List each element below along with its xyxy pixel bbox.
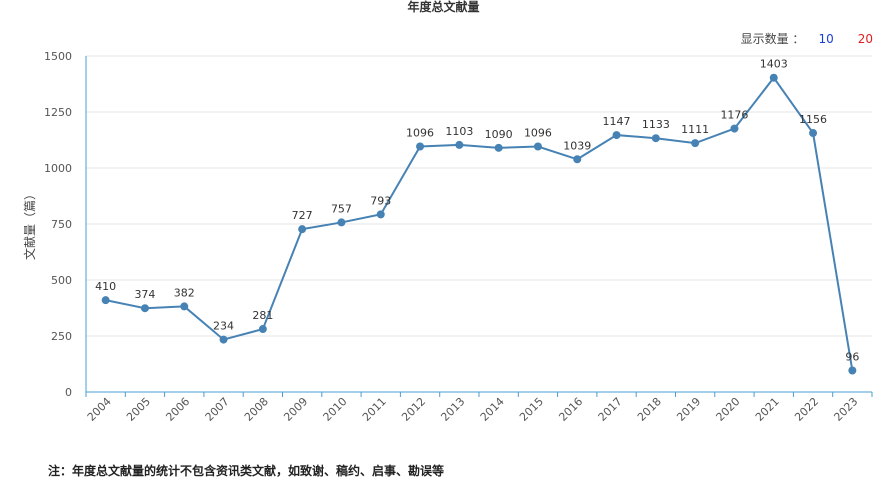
x-tick-label: 2017 (596, 395, 625, 424)
x-tick-label: 2009 (281, 395, 310, 424)
data-point[interactable] (219, 335, 228, 344)
data-point[interactable] (691, 139, 700, 148)
data-point[interactable] (848, 366, 857, 375)
data-label: 1133 (642, 118, 670, 131)
data-point[interactable] (180, 302, 189, 311)
data-label: 793 (370, 194, 391, 207)
data-label: 382 (174, 286, 195, 299)
data-point[interactable] (533, 142, 542, 151)
x-tick-label: 2004 (85, 395, 114, 424)
data-label: 757 (331, 202, 352, 215)
footnote: 注：年度总文献量的统计不包含资讯类文献，如致谢、稿约、启事、勘误等 (48, 464, 445, 478)
data-label: 1103 (445, 125, 473, 138)
y-tick-label: 750 (51, 218, 72, 231)
x-tick-label: 2018 (635, 395, 664, 424)
y-tick-label: 0 (65, 386, 72, 399)
data-label: 1147 (603, 115, 631, 128)
data-point[interactable] (376, 210, 385, 219)
data-point[interactable] (101, 296, 110, 305)
x-tick-label: 2013 (438, 395, 467, 424)
data-label: 234 (213, 320, 234, 333)
count-option-10[interactable]: 10 (818, 31, 834, 46)
data-label: 1403 (760, 58, 788, 71)
x-tick-label: 2010 (321, 395, 350, 424)
y-tick-label: 250 (51, 330, 72, 343)
data-label: 410 (95, 280, 116, 293)
x-tick-label: 2012 (399, 395, 428, 424)
data-label: 1111 (681, 123, 709, 136)
data-point[interactable] (455, 140, 464, 149)
grid-lines (86, 55, 872, 337)
display-count-label: 显示数量 ： (740, 32, 805, 46)
data-label: 1090 (485, 128, 513, 141)
x-tick-label: 2005 (124, 395, 153, 424)
y-axis-label: 文献量（篇） (22, 188, 37, 260)
x-axis-ticks: 2004 2005 2006 2007 2008 2009 2010 2011 2012 2013… (85, 395, 861, 424)
x-tick-label: 2015 (517, 395, 546, 424)
data-point[interactable] (612, 131, 621, 140)
x-tick-label: 2016 (556, 395, 585, 424)
data-point[interactable] (416, 142, 425, 151)
data-label: 281 (252, 309, 273, 322)
data-point[interactable] (494, 143, 503, 152)
x-tick-label: 2011 (360, 395, 389, 424)
series-line-layer (105, 76, 854, 371)
y-tick-label: 1500 (44, 50, 72, 63)
data-label: 1176 (720, 109, 748, 122)
data-labels: 410 374 382 234 281 727 757 793 1096 1103 1090 1096… (95, 58, 859, 364)
y-tick-label: 1250 (44, 106, 72, 119)
data-point[interactable] (730, 124, 739, 133)
data-label: 1156 (799, 113, 827, 126)
y-axis-ticks: 0 250 500 750 1000 1250 1500 (44, 50, 72, 399)
data-label: 1039 (563, 139, 591, 152)
data-label: 96 (845, 350, 859, 363)
data-point[interactable] (809, 129, 818, 138)
series-line (105, 76, 854, 371)
data-point[interactable] (769, 73, 778, 82)
data-label: 1096 (406, 126, 434, 139)
data-point[interactable] (140, 304, 149, 313)
y-tick-label: 1000 (44, 162, 72, 175)
x-tick-label: 2023 (831, 395, 860, 424)
data-point[interactable] (298, 225, 307, 234)
chart-title: 年度总文献量 (407, 0, 480, 14)
x-tick-label: 2019 (674, 395, 703, 424)
data-label: 1096 (524, 126, 552, 139)
y-tick-label: 500 (51, 274, 72, 287)
display-count-selector: 显示数量 ： 10 20 (741, 30, 873, 47)
x-tick-label: 2014 (478, 395, 507, 424)
data-point[interactable] (573, 155, 582, 164)
x-tick-label: 2008 (242, 395, 271, 424)
x-tick-label: 2007 (203, 395, 232, 424)
axes (85, 56, 873, 397)
x-tick-label: 2006 (163, 395, 192, 424)
data-label: 374 (134, 288, 155, 301)
x-tick-label: 2020 (714, 395, 743, 424)
data-points (101, 73, 857, 375)
data-point[interactable] (337, 218, 346, 227)
data-label: 727 (292, 209, 313, 222)
count-option-20[interactable]: 20 (857, 31, 873, 46)
data-point[interactable] (651, 134, 660, 143)
x-tick-label: 2021 (753, 395, 782, 424)
data-point[interactable] (258, 325, 267, 334)
x-tick-label: 2022 (792, 395, 821, 424)
